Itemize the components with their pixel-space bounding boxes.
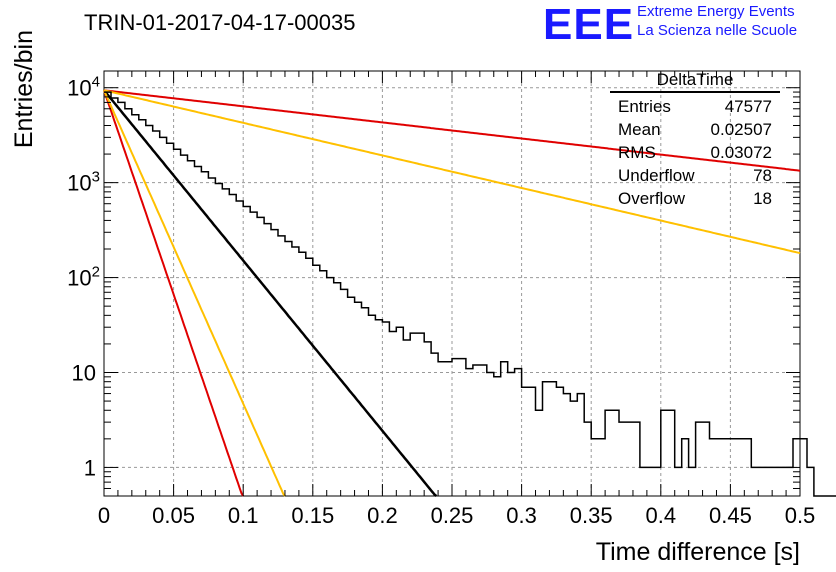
stats-row-mean: Mean 0.02507	[610, 118, 780, 141]
x-tick-label: 0.15	[291, 503, 334, 528]
x-axis-label: Time difference [s]	[596, 538, 800, 566]
y-tick-label: 104	[67, 74, 100, 101]
x-tick-labels: 0 0.05 0.1 0.15 0.2 0.25 0.3 0.35 0.4 0.45 0.5	[98, 503, 815, 528]
y-tick-label: 1	[84, 455, 96, 480]
stats-row-overflow: Overflow 18	[610, 187, 780, 210]
fit-curves	[103, 89, 801, 497]
stats-value: 18	[753, 189, 772, 208]
eee-logo: EEE	[543, 0, 635, 49]
x-tick-label: 0.3	[506, 503, 537, 528]
x-tick-label: 0	[98, 503, 110, 528]
x-tick-label: 0.25	[431, 503, 474, 528]
logo-line-1: Extreme Energy Events	[637, 3, 795, 20]
histogram	[104, 91, 836, 497]
stats-label: Entries	[618, 97, 671, 116]
fit-curve-1	[103, 89, 438, 497]
y-axis-label: Entries/bin	[10, 30, 38, 148]
axis-ticks	[103, 71, 801, 497]
stats-row-rms: RMS 0.03072	[610, 141, 780, 164]
fit-curve-2	[103, 89, 801, 172]
x-tick-label: 0.2	[367, 503, 398, 528]
stats-box: DeltaTime Entries 47577 Mean 0.02507 RMS…	[610, 70, 780, 210]
stats-label: RMS	[618, 143, 656, 162]
stats-label: Underflow	[618, 166, 695, 185]
stats-label: Mean	[618, 120, 661, 139]
stats-label: Overflow	[618, 189, 686, 208]
stats-row-entries: Entries 47577	[610, 95, 780, 118]
x-tick-label: 0.05	[152, 503, 195, 528]
stats-value: 78	[753, 166, 772, 185]
x-tick-label: 0.5	[785, 503, 816, 528]
x-tick-label: 0.35	[570, 503, 613, 528]
fit-curve-4	[103, 89, 245, 497]
x-tick-label: 0.45	[709, 503, 752, 528]
stats-value: 0.02507	[710, 120, 772, 139]
y-tick-labels: 1 10 102 103 104	[67, 74, 100, 481]
logo-line-2: La Scienza nelle Scuole	[637, 22, 798, 39]
stats-value: 47577	[724, 97, 772, 116]
x-tick-label: 0.1	[228, 503, 259, 528]
page-title: TRIN-01-2017-04-17-00035	[84, 10, 356, 35]
grid-lines	[104, 71, 800, 496]
y-tick-label: 103	[67, 169, 100, 196]
x-tick-label: 0.4	[646, 503, 677, 528]
fit-curve-5	[103, 89, 286, 497]
histogram-outline	[104, 91, 836, 497]
y-tick-label: 10	[72, 360, 96, 385]
stats-row-underflow: Underflow 78	[610, 164, 780, 187]
y-tick-label: 102	[67, 264, 100, 291]
fit-curve-3	[103, 89, 801, 255]
stats-title: DeltaTime	[610, 70, 780, 93]
stats-value: 0.03072	[710, 143, 772, 162]
